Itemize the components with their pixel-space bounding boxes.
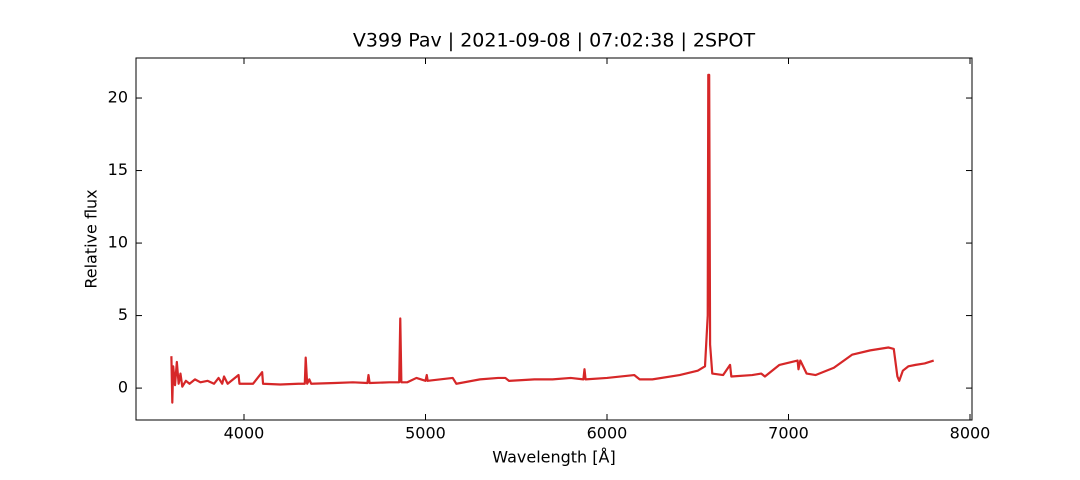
x-tick-label: 4000 xyxy=(224,424,265,443)
y-tick-label: 0 xyxy=(118,378,128,397)
y-axis-label: Relative flux xyxy=(82,189,101,288)
x-tick-label: 6000 xyxy=(587,424,628,443)
y-tick-label: 15 xyxy=(108,160,128,179)
plot-frame xyxy=(135,57,973,421)
y-tick-label: 10 xyxy=(108,233,128,252)
x-tick-label: 5000 xyxy=(405,424,446,443)
chart-title: V399 Pav | 2021-09-08 | 07:02:38 | 2SPOT xyxy=(353,30,756,52)
y-tick-label: 20 xyxy=(108,88,128,107)
x-tick-label: 8000 xyxy=(950,424,991,443)
spectrum-line xyxy=(170,73,935,404)
x-tick-label: 7000 xyxy=(768,424,809,443)
x-axis-label: Wavelength [Å] xyxy=(492,448,615,467)
y-tick-label: 5 xyxy=(118,305,128,324)
